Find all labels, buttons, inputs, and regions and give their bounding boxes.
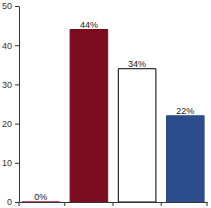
tick-label: 20 xyxy=(2,119,12,129)
separator-tick xyxy=(113,202,114,206)
chart-svg: 0 10 20 30 40 50 0% 44% 34% 22% xyxy=(0,0,211,208)
bars xyxy=(22,30,204,202)
data-label: 22% xyxy=(176,106,194,116)
tick-label: 10 xyxy=(2,158,12,168)
axis-line xyxy=(19,7,20,203)
tick-label: 50 xyxy=(2,1,12,11)
separator-tick xyxy=(64,202,65,206)
bar xyxy=(70,30,108,202)
y-tick: 30 xyxy=(2,80,19,90)
data-label: 34% xyxy=(128,59,146,69)
bar xyxy=(167,116,205,202)
tick-label: 0 xyxy=(7,197,12,207)
separator-tick xyxy=(161,202,162,206)
y-axis: 0 10 20 30 40 50 xyxy=(2,1,20,207)
tick-label: 40 xyxy=(2,41,12,51)
tick-mark xyxy=(15,202,19,203)
plot: 0 10 20 30 40 50 0% 44% 34% 22% xyxy=(2,1,208,207)
chart-container: 0 10 20 30 40 50 0% 44% 34% 22% xyxy=(0,0,211,208)
tick-label: 30 xyxy=(2,80,12,90)
y-tick: 40 xyxy=(2,41,19,51)
x-axis xyxy=(19,202,208,206)
y-tick: 20 xyxy=(2,119,19,129)
data-label: 0% xyxy=(34,192,47,202)
y-tick: 0 xyxy=(7,197,19,207)
y-tick: 50 xyxy=(2,1,19,11)
tick-mark xyxy=(15,45,19,46)
data-labels: 0% 44% 34% 22% xyxy=(34,20,194,202)
y-tick: 10 xyxy=(2,158,19,168)
tick-mark xyxy=(15,163,19,164)
separator-tick xyxy=(207,202,208,206)
data-label: 44% xyxy=(80,20,98,30)
tick-mark xyxy=(15,124,19,125)
tick-mark xyxy=(15,6,19,7)
tick-mark xyxy=(15,84,19,85)
bar xyxy=(118,69,156,202)
separator-tick xyxy=(19,202,20,206)
